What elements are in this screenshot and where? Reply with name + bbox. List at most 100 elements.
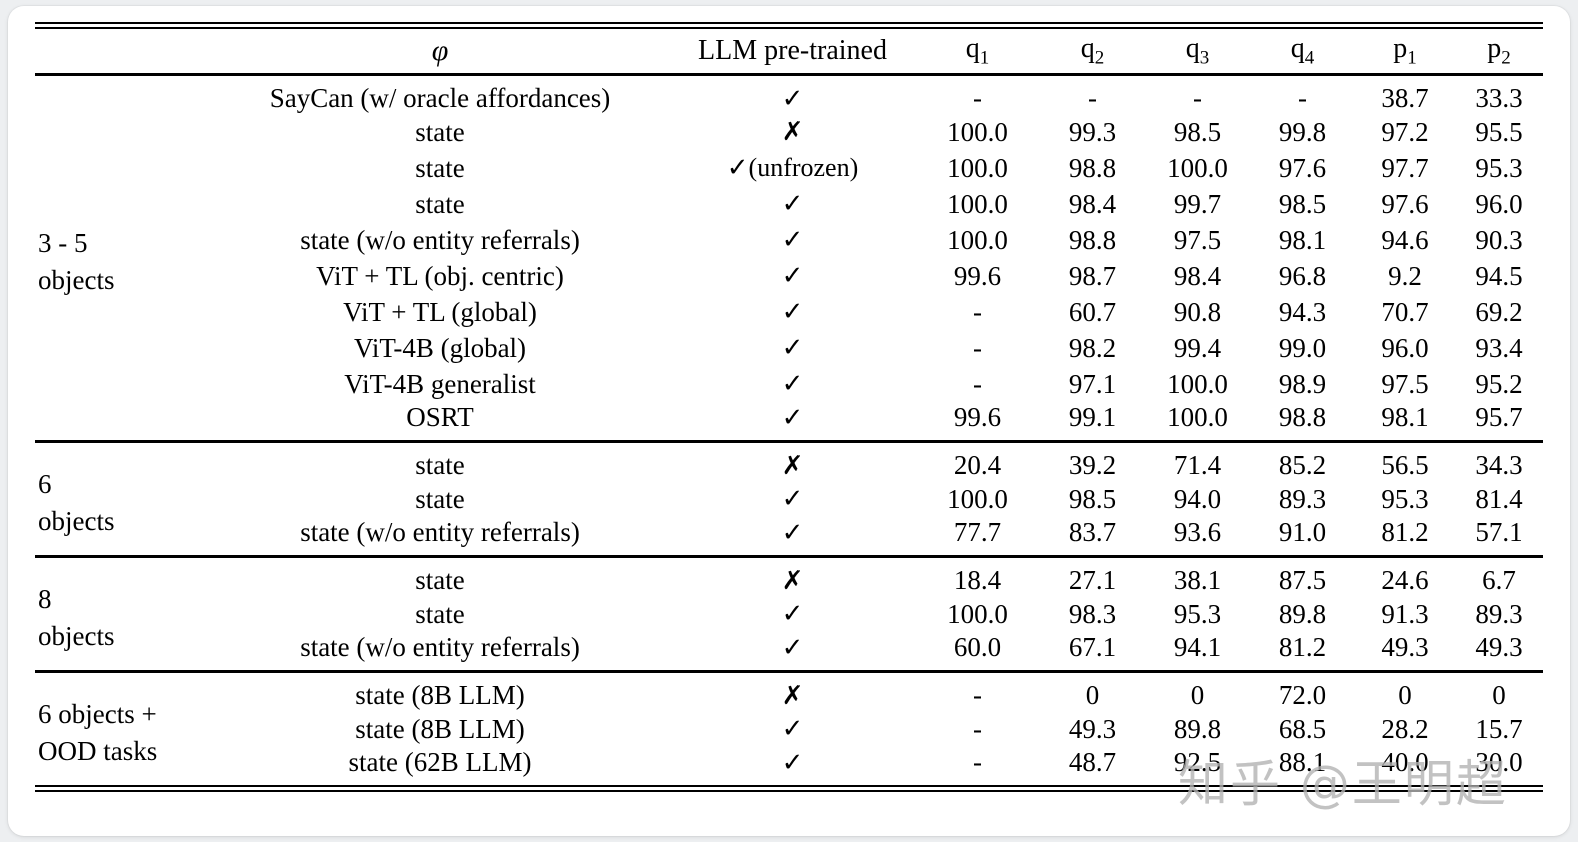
value-cell: 97.6 <box>1381 188 1429 219</box>
table-row: 3 - 5 objects SayCan (w/ oracle affordan… <box>35 75 1543 295</box>
value-cell: 98.3 <box>1068 598 1117 629</box>
value-cell: 96.8 <box>1278 260 1327 291</box>
pretrained-cell: ✓ <box>781 714 804 743</box>
metric-sub: 1 <box>979 47 990 69</box>
value-cell: 96.0 <box>1381 332 1429 363</box>
pretrained-cell: ✗ <box>781 680 804 710</box>
value-cell: 98.8 <box>1068 152 1117 183</box>
metric-base: p <box>1393 32 1408 64</box>
value-cell: 34.3 <box>1475 450 1523 480</box>
group-label: 6 objects + OOD tasks <box>38 699 158 766</box>
pretrained-cell: ✓ <box>781 484 804 513</box>
value-cell: - <box>973 368 982 399</box>
table-row: state (w/o entity referrals) ✓ 100.0 98.… <box>35 222 1543 258</box>
value-cell: 92.5 <box>1173 747 1222 777</box>
value-cell: 67.1 <box>1068 632 1117 662</box>
metric-base: q <box>1080 32 1095 64</box>
value-cell: 97.5 <box>1173 224 1222 255</box>
value-cell: 90.3 <box>1475 224 1523 255</box>
value-cell: - <box>973 83 982 113</box>
metric-sub: 1 <box>1407 47 1417 69</box>
value-cell: 98.9 <box>1278 368 1327 399</box>
value-cell: 49.3 <box>1381 632 1429 662</box>
phi-cell: ViT-4B generalist <box>344 368 536 399</box>
value-cell: 100.0 <box>1167 402 1228 432</box>
value-cell: 71.4 <box>1173 450 1222 480</box>
pretrained-cell: ✗ <box>781 450 804 480</box>
value-cell: 0 <box>1085 680 1100 710</box>
value-cell: 33.3 <box>1475 83 1523 113</box>
table-row: state (w/o entity referrals) ✓ 60.0 67.1… <box>35 632 1543 672</box>
value-cell: 60.0 <box>953 632 1002 662</box>
table-row: state ✓ 100.0 98.5 94.0 89.3 95.3 81.4 <box>35 481 1543 517</box>
value-cell: - <box>1193 83 1202 113</box>
value-cell: 89.3 <box>1278 483 1327 514</box>
phi-cell: state <box>415 188 465 219</box>
metric-sub: 3 <box>1199 47 1210 69</box>
phi-cell: state (w/o entity referrals) <box>300 517 580 547</box>
value-cell: - <box>973 747 982 777</box>
value-cell: 68.5 <box>1278 713 1327 744</box>
value-cell: 99.4 <box>1173 332 1222 363</box>
value-cell: 89.8 <box>1278 598 1327 629</box>
value-cell: 6.7 <box>1482 565 1516 595</box>
value-cell: 94.6 <box>1381 224 1429 255</box>
header-q3: q3 <box>1145 26 1250 75</box>
value-cell: 96.0 <box>1475 188 1523 219</box>
pretrained-cell: ✓ <box>781 599 804 628</box>
value-cell: 100.0 <box>1167 368 1228 399</box>
phi-cell: OSRT <box>406 402 474 432</box>
value-cell: - <box>973 680 982 710</box>
table-row: state ✗ 100.0 99.3 98.5 99.8 97.2 95.5 <box>35 114 1543 150</box>
phi-cell: state (62B LLM) <box>348 747 532 777</box>
table-row: state (8B LLM) ✓ - 49.3 89.8 68.5 28.2 1… <box>35 711 1543 747</box>
value-cell: 18.4 <box>953 565 1002 595</box>
pretrained-cell: ✓ <box>781 402 804 432</box>
header-llm-pretrained: LLM pre-trained <box>698 35 887 66</box>
phi-cell: ViT + TL (global) <box>343 296 537 327</box>
value-cell: 70.7 <box>1381 296 1429 327</box>
value-cell: 100.0 <box>947 188 1008 219</box>
value-cell: 94.3 <box>1278 296 1327 327</box>
pretrained-cell: ✓ <box>781 517 804 547</box>
header-q4: q4 <box>1250 26 1355 75</box>
pretrained-cell: ✓ <box>781 747 804 777</box>
value-cell: 100.0 <box>947 116 1008 147</box>
value-cell: 98.5 <box>1173 116 1222 147</box>
value-cell: 40.0 <box>1381 747 1429 777</box>
phi-cell: SayCan (w/ oracle affordances) <box>269 83 611 113</box>
value-cell: 57.1 <box>1475 517 1523 547</box>
value-cell: 87.5 <box>1278 565 1327 595</box>
value-cell: - <box>1298 83 1307 113</box>
table-wrap: φ LLM pre-trained q1 q2 q3 q4 p1 p2 3 - … <box>35 22 1543 792</box>
value-cell: 97.5 <box>1381 368 1429 399</box>
phi-cell: state <box>415 450 465 480</box>
value-cell: 95.5 <box>1475 116 1523 147</box>
value-cell: 97.2 <box>1381 116 1429 147</box>
header-p2: p2 <box>1455 26 1543 75</box>
value-cell: 99.7 <box>1173 188 1222 219</box>
value-cell: 48.7 <box>1068 747 1117 777</box>
value-cell: 100.0 <box>947 483 1008 514</box>
table-row: ViT + TL (obj. centric) ✓ 99.6 98.7 98.4… <box>35 258 1543 294</box>
table-row: ViT + TL (global) ✓ - 60.7 90.8 94.3 70.… <box>35 294 1543 330</box>
value-cell: 56.5 <box>1381 450 1429 480</box>
value-cell: 60.7 <box>1068 296 1117 327</box>
value-cell: 93.4 <box>1475 332 1523 363</box>
phi-cell: ViT + TL (obj. centric) <box>316 260 564 291</box>
value-cell: 27.1 <box>1068 565 1117 595</box>
value-cell: 95.2 <box>1475 368 1523 399</box>
pretrained-cell: ✓ <box>781 369 804 398</box>
value-cell: 100.0 <box>1167 152 1228 183</box>
value-cell: 95.7 <box>1475 402 1523 432</box>
value-cell: 88.1 <box>1278 747 1327 777</box>
value-cell: 95.3 <box>1475 152 1523 183</box>
phi-cell: state (w/o entity referrals) <box>300 632 580 662</box>
value-cell: 24.6 <box>1381 565 1429 595</box>
metric-sub: 2 <box>1501 47 1511 69</box>
value-cell: 95.3 <box>1381 483 1429 514</box>
phi-cell: state <box>415 483 465 514</box>
table-row: state ✓ 100.0 98.4 99.7 98.5 97.6 96.0 <box>35 186 1543 222</box>
value-cell: 15.7 <box>1475 713 1523 744</box>
value-cell: 98.7 <box>1068 260 1117 291</box>
